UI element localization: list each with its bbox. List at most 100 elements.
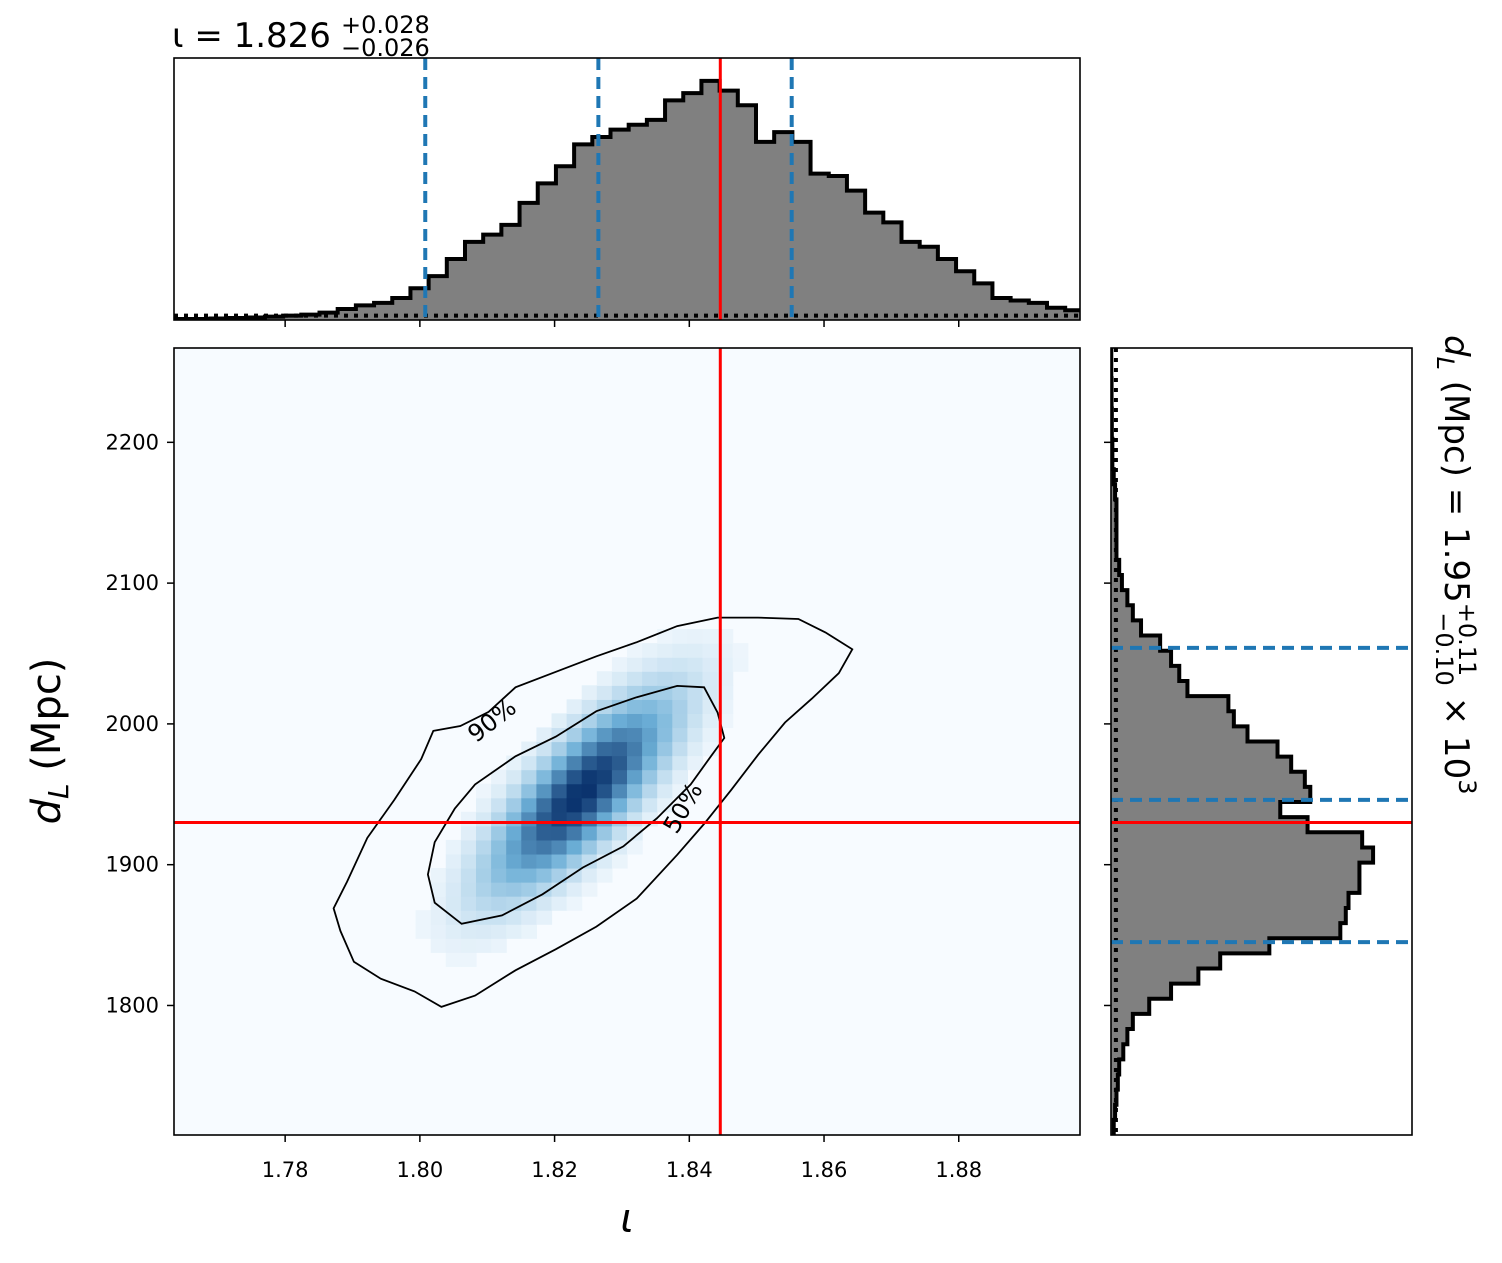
density-cell bbox=[596, 713, 613, 729]
density-cell bbox=[672, 699, 688, 714]
x-tick-label: 1.84 bbox=[666, 1158, 713, 1182]
density-cell bbox=[581, 853, 598, 869]
y-tick-label: 2200 bbox=[106, 430, 159, 454]
density-cell bbox=[460, 825, 477, 841]
density-cell bbox=[581, 811, 598, 827]
x-tick-label: 1.86 bbox=[801, 1158, 848, 1182]
density-cell bbox=[672, 643, 688, 658]
density-cell bbox=[506, 867, 522, 883]
density-cell bbox=[521, 853, 537, 869]
density-cell bbox=[596, 741, 613, 757]
density-cell bbox=[611, 699, 628, 714]
density-cell bbox=[506, 910, 522, 925]
density-cell bbox=[445, 896, 462, 911]
density-cell bbox=[506, 882, 522, 897]
density-cell bbox=[521, 797, 537, 813]
density-cell bbox=[430, 938, 447, 953]
density-cell bbox=[657, 727, 673, 743]
density-cell bbox=[566, 853, 583, 869]
density-cell bbox=[657, 671, 673, 686]
density-cell bbox=[536, 896, 553, 911]
density-cell bbox=[672, 741, 688, 757]
density-cell bbox=[687, 699, 704, 714]
density-cell bbox=[506, 853, 522, 869]
density-cell bbox=[491, 839, 507, 855]
density-cell bbox=[536, 783, 553, 799]
y-tick-label: 1800 bbox=[106, 993, 159, 1017]
density-cell bbox=[460, 839, 477, 855]
density-cell bbox=[445, 867, 462, 883]
density-cell bbox=[581, 825, 598, 841]
density-cell bbox=[445, 924, 462, 939]
density-cell bbox=[687, 629, 704, 644]
density-cell bbox=[642, 741, 658, 757]
density-cell bbox=[551, 839, 568, 855]
density-cell bbox=[566, 755, 583, 771]
density-cell bbox=[491, 867, 507, 883]
density-cell bbox=[551, 853, 568, 869]
density-cell bbox=[566, 811, 583, 827]
density-cell bbox=[521, 755, 537, 771]
density-cell bbox=[491, 924, 507, 939]
density-cell bbox=[536, 839, 553, 855]
density-cell bbox=[551, 713, 568, 729]
joint-density-panel: 90% 50% 1.78 1.80 1.82 1.84 1.86 1.88 1800190… bbox=[24, 347, 1081, 1242]
density-cell bbox=[551, 811, 568, 827]
density-cell bbox=[566, 769, 583, 785]
density-cell bbox=[476, 896, 492, 911]
density-cell bbox=[460, 867, 477, 883]
density-cell bbox=[657, 797, 673, 813]
density-cell bbox=[506, 811, 522, 827]
density-cell bbox=[476, 938, 492, 953]
density-cell bbox=[445, 952, 462, 967]
density-cell bbox=[566, 741, 583, 757]
density-cell bbox=[581, 769, 598, 785]
density-cell bbox=[551, 825, 568, 841]
density-cell bbox=[657, 755, 673, 771]
density-cell bbox=[581, 685, 598, 700]
density-cell bbox=[536, 741, 553, 757]
density-cell bbox=[611, 839, 628, 855]
density-cell bbox=[627, 783, 643, 799]
density-cell bbox=[566, 867, 583, 883]
density-cell bbox=[460, 882, 477, 897]
density-cell bbox=[627, 769, 643, 785]
density-cell bbox=[581, 741, 598, 757]
density-cell bbox=[445, 882, 462, 897]
density-cell bbox=[657, 783, 673, 799]
density-cell bbox=[476, 797, 492, 813]
density-cell bbox=[702, 727, 719, 743]
density-cell bbox=[566, 783, 583, 799]
density-cell bbox=[596, 797, 613, 813]
density-cell bbox=[460, 952, 477, 967]
density-cell bbox=[687, 643, 704, 658]
density-cell bbox=[627, 741, 643, 757]
density-cell bbox=[491, 783, 507, 799]
density-cell bbox=[672, 769, 688, 785]
dL-title: dL (Mpc) = 1.95+0.11−0.10 × 103 bbox=[1430, 335, 1481, 794]
density-cell bbox=[476, 839, 492, 855]
density-cell bbox=[491, 811, 507, 827]
density-cell bbox=[551, 741, 568, 757]
density-cell bbox=[430, 924, 447, 939]
density-cell bbox=[581, 867, 598, 883]
density-cell bbox=[642, 657, 658, 672]
density-cell bbox=[611, 741, 628, 757]
density-cell bbox=[430, 910, 447, 925]
density-cell bbox=[702, 643, 719, 658]
density-cell bbox=[627, 839, 643, 855]
density-cell bbox=[476, 882, 492, 897]
density-cell bbox=[642, 769, 658, 785]
density-cell bbox=[460, 811, 477, 827]
density-cell bbox=[536, 825, 553, 841]
density-cell bbox=[611, 797, 628, 813]
density-cell bbox=[506, 769, 522, 785]
density-cell bbox=[596, 727, 613, 743]
density-cell bbox=[657, 643, 673, 658]
density-cell bbox=[627, 811, 643, 827]
y-tick-label: 2100 bbox=[106, 571, 159, 595]
density-cell bbox=[596, 755, 613, 771]
density-cell bbox=[687, 657, 704, 672]
density-cell bbox=[642, 699, 658, 714]
density-cell bbox=[581, 797, 598, 813]
